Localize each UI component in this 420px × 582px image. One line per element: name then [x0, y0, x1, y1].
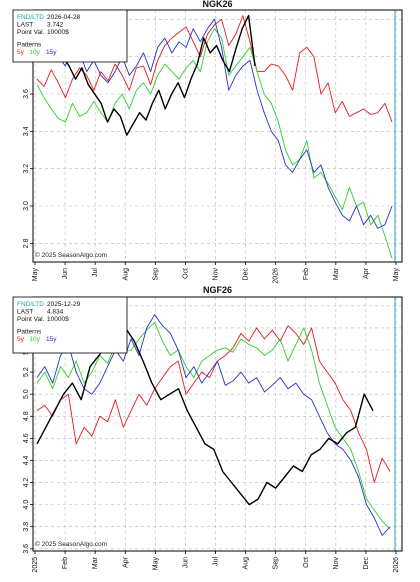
y-tick-label: 3.4	[23, 126, 30, 136]
x-tick-label: Mar	[92, 556, 99, 569]
copyright-text: © 2025 SeasonAlgo.com	[35, 251, 107, 259]
x-tick-label: Jun	[62, 268, 69, 279]
y-tick-label: 3.8	[23, 522, 30, 532]
x-tick-label: Apr	[363, 267, 370, 279]
info-box	[12, 9, 128, 63]
y-tick-label: 5.2	[23, 367, 30, 377]
info-key: LAST	[17, 309, 33, 316]
x-tick-label: Feb	[303, 268, 310, 280]
copyright-text: © 2025 SeasonAlgo.com	[35, 540, 107, 548]
x-tick-label: Jun	[182, 557, 189, 568]
x-tick-label: Jul	[213, 557, 220, 566]
chart-panel-1: NGK262.83.03.23.43.63.84.0MayJunJulAugSe…	[12, 0, 403, 284]
plot-frame	[32, 296, 403, 552]
pattern-15y-line	[36, 18, 393, 229]
x-tick-label: May	[32, 268, 39, 282]
pattern-legend-15y: 15y	[46, 336, 57, 343]
chart-panel-2: NGF263.63.84.04.24.44.64.85.05.25.45.65.…	[12, 285, 403, 573]
pattern-legend-5y: 5y	[17, 336, 25, 343]
info-box	[12, 296, 128, 354]
info-value: 3.742	[47, 22, 64, 29]
pattern-10y-line	[36, 321, 391, 530]
x-tick-label: Mar	[333, 267, 340, 280]
y-tick-label: 3.2	[23, 164, 30, 174]
x-tick-label: Apr	[122, 556, 129, 568]
y-tick-label: 4.0	[23, 500, 30, 510]
pattern-15y-line	[36, 314, 391, 536]
info-key: LAST	[17, 22, 33, 29]
x-tick-label: 2026	[273, 268, 280, 284]
info-key: FND/LTD	[17, 301, 44, 308]
info-value: 10000$	[47, 29, 69, 36]
x-tick-label: Nov	[333, 557, 340, 570]
pattern-5y-line	[36, 15, 393, 123]
patterns-label: Patterns	[17, 42, 42, 49]
info-key: FND/LTD	[17, 14, 44, 21]
y-tick-label: 5.0	[23, 389, 30, 399]
x-tick-label: Oct	[303, 557, 310, 568]
patterns-label: Patterns	[17, 329, 42, 336]
x-tick-label: Sep	[152, 268, 159, 281]
x-tick-label: Nov	[213, 268, 220, 281]
y-tick-label: 2.8	[23, 238, 30, 248]
y-tick-label: 4.6	[23, 433, 30, 443]
plot-frame	[32, 9, 403, 263]
x-tick-label: Sep	[273, 557, 280, 570]
info-value: 2026-04-28	[47, 14, 81, 21]
x-tick-label: Dec	[243, 268, 250, 281]
y-tick-label: 3.6	[23, 89, 30, 99]
y-tick-label: 4.4	[23, 455, 30, 465]
x-tick-label: May	[393, 268, 400, 282]
pattern-10y-line	[36, 28, 393, 259]
pattern-legend-10y: 10y	[29, 336, 40, 343]
x-tick-label: Jul	[92, 268, 99, 277]
price-line	[36, 327, 374, 506]
x-tick-label: Feb	[62, 557, 69, 569]
pattern-5y-line	[36, 325, 391, 483]
x-tick-label: Aug	[243, 557, 250, 570]
chart-title: NGF26	[203, 285, 232, 295]
x-tick-label: Dec	[363, 557, 370, 570]
x-tick-label: 2025	[32, 557, 39, 573]
info-value: 4.834	[47, 309, 64, 316]
info-key: Point Val.	[17, 316, 45, 323]
info-value: 10000$	[47, 316, 69, 323]
x-tick-label: Aug	[122, 268, 129, 281]
x-tick-label: Oct	[182, 268, 189, 279]
x-tick-label: 2026	[393, 557, 400, 573]
info-key: Point Val.	[17, 29, 45, 36]
y-tick-label: 4.8	[23, 411, 30, 421]
y-tick-label: 3.0	[23, 201, 30, 211]
price-line	[36, 14, 256, 136]
info-value: 2025-12-29	[47, 301, 81, 308]
pattern-legend-10y: 10y	[29, 49, 40, 56]
y-tick-label: 4.2	[23, 478, 30, 488]
pattern-legend-15y: 15y	[46, 49, 57, 56]
chart-title: NGK26	[202, 0, 232, 9]
pattern-legend-5y: 5y	[17, 49, 25, 56]
y-tick-label: 3.6	[23, 544, 30, 554]
x-tick-label: May	[152, 557, 159, 571]
